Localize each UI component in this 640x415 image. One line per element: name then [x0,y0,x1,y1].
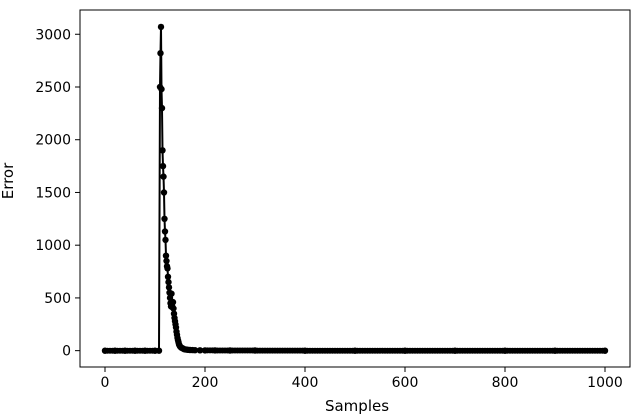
x-tick-label: 600 [392,375,419,391]
data-point [159,147,166,154]
data-point [451,347,459,354]
plot-area [80,10,630,367]
data-point [165,284,173,291]
data-point [160,189,168,196]
data-point [163,257,170,265]
data-point [169,298,177,306]
data-point [226,347,234,354]
data-point [159,162,167,170]
data-point [401,347,409,354]
data-point [157,23,165,31]
data-point [165,278,172,286]
data-point [168,290,175,297]
data-point [201,347,209,354]
data-point [101,347,109,354]
data-point [162,252,170,259]
data-point [161,215,168,222]
data-point [161,228,169,235]
data-point [191,347,199,354]
data-point [351,347,359,354]
y-tick-label: 2500 [35,80,71,96]
data-point [131,347,139,354]
x-tick-label: 400 [292,375,319,391]
x-tick-label: 200 [192,375,219,391]
data-point [164,273,172,280]
series-layer [101,23,609,354]
data-point [551,347,559,354]
x-axis-label: Samples [325,397,389,415]
x-axis: 0 200 400 600 800 1000 [101,367,623,391]
data-point [155,347,163,354]
data-point [251,347,259,354]
data-point [301,347,309,354]
data-point [501,347,509,354]
y-axis-label: Error [0,162,17,199]
data-point [196,347,204,354]
y-tick-label: 3000 [35,27,71,43]
data-point [158,85,165,93]
data-point [157,50,164,57]
data-point [211,347,219,354]
y-tick-label: 1500 [35,185,71,201]
y-tick-label: 500 [44,291,71,307]
x-tick-label: 800 [492,375,519,391]
y-tick-label: 1000 [35,238,71,254]
data-point [170,305,177,312]
x-tick-label: 0 [101,375,110,391]
data-point [164,265,171,272]
y-tick-label: 0 [62,344,71,360]
y-tick-label: 2000 [35,133,71,149]
data-point [160,173,167,180]
x-tick-label: 1000 [587,375,623,391]
data-point [111,347,119,354]
data-point [158,104,166,112]
data-point [141,347,149,354]
data-point [121,347,129,354]
y-axis: 0 500 1000 1500 2000 2500 3000 [35,27,80,360]
data-point [601,347,609,354]
axes-frame [79,9,631,368]
data-point [162,236,169,244]
